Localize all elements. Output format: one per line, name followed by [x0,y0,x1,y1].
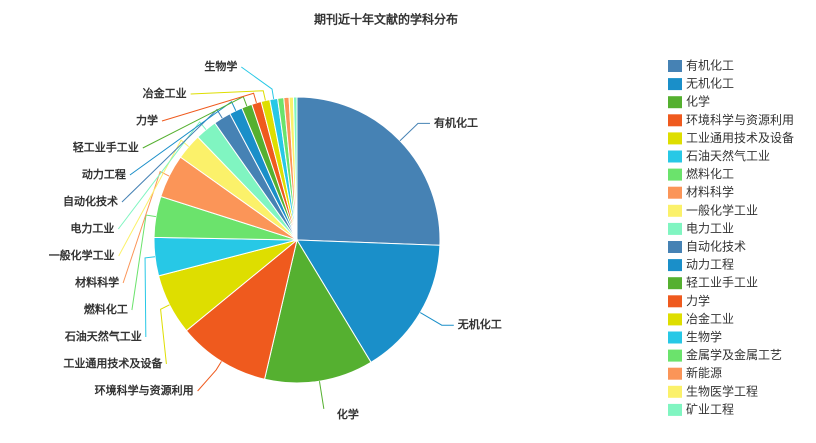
slice-label: 电力工业 [70,221,114,235]
slice-label: 冶金工业 [143,86,187,100]
legend-swatch [668,241,682,253]
slice-label: 动力工程 [82,167,126,181]
pie-slice [292,96,298,241]
legend-label: 环境科学与资源利用 [686,112,794,127]
slice-label: 环境科学与资源利用 [95,383,194,397]
leader-line [190,90,266,101]
leader-line [197,361,222,392]
leader-line [118,139,189,257]
legend-label: 燃料化工 [686,166,734,181]
slice-label: 材料科学 [75,275,119,289]
legend-label: 生物学 [686,329,722,344]
slice-label: 有机化工 [434,115,478,129]
legend-label: 化学 [686,94,710,109]
legend-swatch [668,259,682,272]
legend-label: 自动化技术 [686,240,746,254]
slice-label: 生物学 [204,59,237,73]
leader-line [122,170,170,284]
legend-swatch [668,204,682,217]
legend-swatch [668,186,682,199]
legend-label: 有机化工 [686,59,734,73]
leader-line [318,381,325,409]
slice-label: 石油天然气工业 [64,329,142,343]
legend-swatch [668,403,682,416]
legend-swatch [668,132,682,145]
legend-label: 生物医学工程 [686,383,758,398]
legend-label: 电力工业 [686,221,734,235]
leader-line [419,312,454,326]
legend-swatch [668,150,682,163]
leader-line [399,122,430,142]
legend-label: 冶金工业 [686,311,734,326]
legend-label: 新能源 [686,365,722,380]
legend-swatch [668,96,682,109]
legend-swatch [668,78,682,91]
legend-swatch [668,313,682,326]
legend-label: 一般化学工业 [686,202,758,217]
leader-line [117,121,207,230]
leader-line [131,214,156,311]
legend-swatch [668,277,682,290]
slice-label: 无机化工 [457,317,502,331]
legend-swatch [668,222,682,235]
leader-line [161,92,257,122]
leader-line [129,100,237,176]
legend-swatch [668,60,682,72]
slice-label: 化学 [337,407,359,421]
pie-slice [296,239,441,364]
leader-line [121,108,223,203]
leader-line [144,256,156,338]
slice-label: 力学 [136,113,158,127]
legend-label: 材料科学 [686,184,734,199]
slice-label: 燃料化工 [83,302,128,316]
legend-label: 金属学及金属工艺 [686,347,782,362]
legend-swatch [668,331,682,344]
legend-label: 矿业工程 [686,401,734,416]
legend-swatch [668,367,682,380]
legend-label: 力学 [686,293,710,308]
legend-label: 动力工程 [686,257,734,272]
leader-line [160,304,170,365]
slice-label: 工业通用技术及设备 [63,356,163,370]
legend-swatch [668,385,682,398]
legend-label: 石油天然气工业 [686,148,770,163]
legend-swatch [668,168,682,181]
legend-swatch [668,295,682,308]
pie-slice [296,96,441,246]
slice-label: 轻工业手工业 [73,140,139,154]
legend-swatch [668,114,682,127]
legend-label: 工业通用技术及设备 [686,131,794,145]
legend-label: 轻工业手工业 [686,276,758,290]
legend-swatch [668,349,682,362]
legend-label: 无机化工 [686,77,734,91]
slice-label: 一般化学工业 [49,248,115,262]
chart-title: 期刊近十年文献的学科分布 [314,12,458,27]
slice-label: 自动化技术 [63,194,118,208]
leader-line [241,66,275,99]
